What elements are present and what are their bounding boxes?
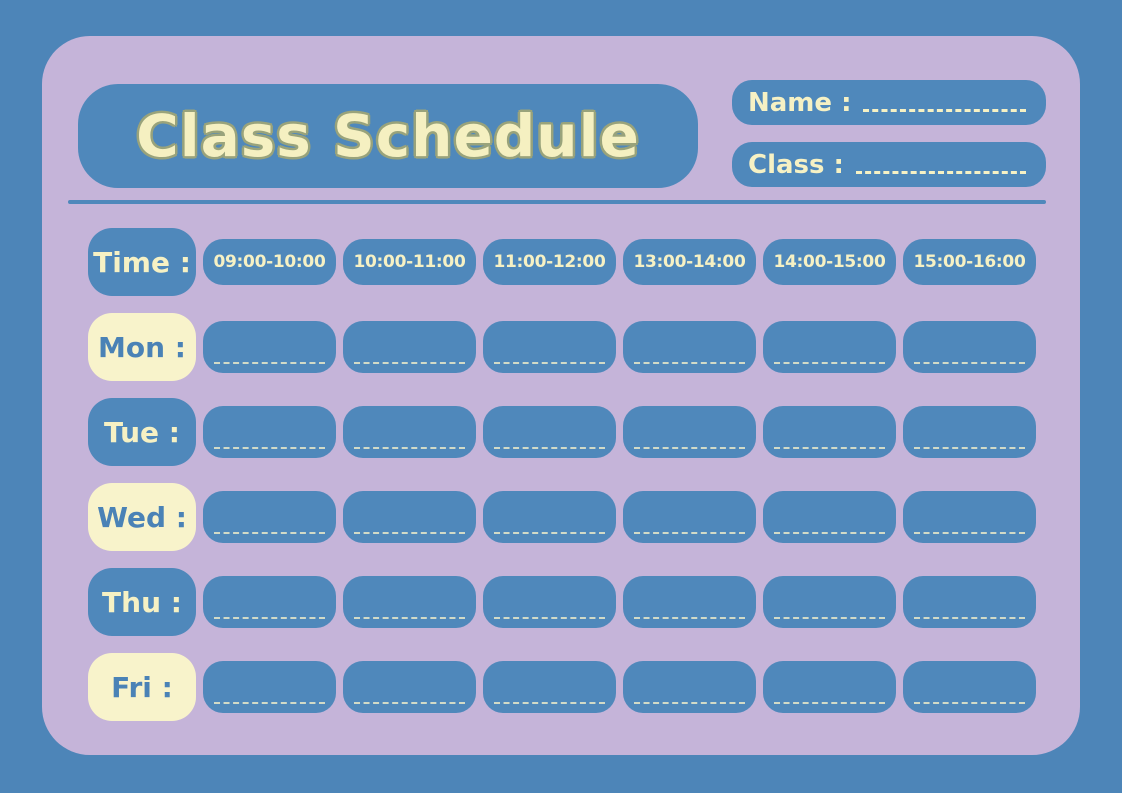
time-header-label: Time : (88, 228, 196, 296)
schedule-cell-fri[interactable] (623, 661, 756, 713)
schedule-cell-tue[interactable] (203, 406, 336, 458)
schedule-cell-tue[interactable] (343, 406, 476, 458)
day-label-tue: Tue : (88, 398, 196, 466)
schedule-cell-tue[interactable] (483, 406, 616, 458)
time-slot-header: 10:00-11:00 (343, 239, 476, 285)
fill-in-line (634, 617, 745, 619)
fill-in-line (494, 532, 605, 534)
schedule-cell-tue[interactable] (623, 406, 756, 458)
schedule-cell-wed[interactable] (903, 491, 1036, 543)
header-divider (68, 200, 1046, 204)
fill-in-line (494, 447, 605, 449)
day-label-mon: Mon : (88, 313, 196, 381)
day-label-thu: Thu : (88, 568, 196, 636)
schedule-cell-tue[interactable] (903, 406, 1036, 458)
schedule-cell-thu[interactable] (903, 576, 1036, 628)
fill-in-line (914, 702, 1025, 704)
fill-in-line (354, 362, 465, 364)
time-slot-header: 09:00-10:00 (203, 239, 336, 285)
schedule-cell-tue[interactable] (763, 406, 896, 458)
fill-in-line (634, 702, 745, 704)
time-slot-header: 15:00-16:00 (903, 239, 1036, 285)
fill-in-line (914, 617, 1025, 619)
schedule-cell-wed[interactable] (763, 491, 896, 543)
fill-in-line (214, 532, 325, 534)
schedule-cell-mon[interactable] (203, 321, 336, 373)
name-field: Name : (732, 80, 1046, 125)
fill-in-line (494, 362, 605, 364)
schedule-cell-fri[interactable] (903, 661, 1036, 713)
fill-in-line (354, 532, 465, 534)
fill-in-line (354, 447, 465, 449)
fill-in-line (214, 617, 325, 619)
schedule-cell-wed[interactable] (623, 491, 756, 543)
fill-in-line (214, 702, 325, 704)
schedule-cell-wed[interactable] (483, 491, 616, 543)
schedule-cell-fri[interactable] (343, 661, 476, 713)
time-header-row: Time : 09:00-10:00 10:00-11:00 11:00-12:… (88, 228, 1036, 296)
schedule-cell-mon[interactable] (763, 321, 896, 373)
schedule-row-mon: Mon : (88, 313, 1036, 381)
schedule-row-tue: Tue : (88, 398, 1036, 466)
fill-in-line (354, 617, 465, 619)
fill-in-line (774, 447, 885, 449)
fill-in-line (914, 532, 1025, 534)
class-fill-in-line[interactable] (855, 171, 1026, 174)
schedule-cell-thu[interactable] (763, 576, 896, 628)
schedule-cell-fri[interactable] (763, 661, 896, 713)
schedule-grid: Time : 09:00-10:00 10:00-11:00 11:00-12:… (88, 228, 1036, 738)
fill-in-line (494, 702, 605, 704)
fill-in-line (634, 447, 745, 449)
schedule-cell-wed[interactable] (343, 491, 476, 543)
schedule-cell-mon[interactable] (903, 321, 1036, 373)
schedule-row-fri: Fri : (88, 653, 1036, 721)
day-label-wed: Wed : (88, 483, 196, 551)
time-slot-header: 11:00-12:00 (483, 239, 616, 285)
schedule-cell-thu[interactable] (203, 576, 336, 628)
fill-in-line (774, 702, 885, 704)
fill-in-line (914, 447, 1025, 449)
schedule-cell-mon[interactable] (343, 321, 476, 373)
name-fill-in-line[interactable] (863, 109, 1026, 112)
fill-in-line (214, 447, 325, 449)
schedule-row-thu: Thu : (88, 568, 1036, 636)
schedule-cell-thu[interactable] (343, 576, 476, 628)
fill-in-line (914, 362, 1025, 364)
title-banner: Class Schedule (78, 84, 698, 188)
poster-panel: Class Schedule Name : Class : Time : 09:… (42, 36, 1080, 755)
fill-in-line (774, 362, 885, 364)
schedule-cell-thu[interactable] (623, 576, 756, 628)
class-field: Class : (732, 142, 1046, 187)
schedule-row-wed: Wed : (88, 483, 1036, 551)
schedule-cell-wed[interactable] (203, 491, 336, 543)
fill-in-line (774, 532, 885, 534)
fill-in-line (214, 362, 325, 364)
fill-in-line (354, 702, 465, 704)
time-slot-header: 14:00-15:00 (763, 239, 896, 285)
schedule-cell-fri[interactable] (203, 661, 336, 713)
schedule-cell-mon[interactable] (483, 321, 616, 373)
class-field-label: Class : (748, 149, 844, 180)
fill-in-line (774, 617, 885, 619)
schedule-cell-mon[interactable] (623, 321, 756, 373)
page-title: Class Schedule (136, 102, 640, 170)
fill-in-line (634, 532, 745, 534)
name-field-label: Name : (748, 87, 852, 118)
schedule-cell-fri[interactable] (483, 661, 616, 713)
fill-in-line (634, 362, 745, 364)
fill-in-line (494, 617, 605, 619)
day-label-fri: Fri : (88, 653, 196, 721)
schedule-cell-thu[interactable] (483, 576, 616, 628)
time-slot-header: 13:00-14:00 (623, 239, 756, 285)
